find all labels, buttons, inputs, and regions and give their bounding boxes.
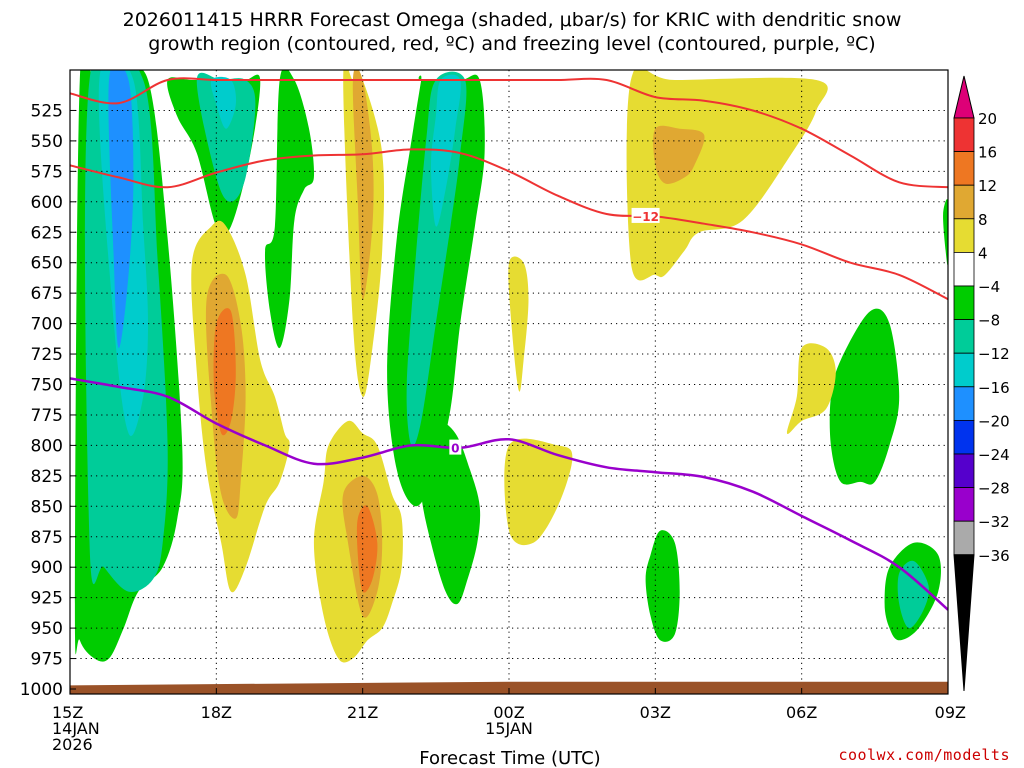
colorbar-bin-0 bbox=[953, 117, 975, 152]
omega-region-22 bbox=[213, 308, 236, 436]
x-tick-label-15-0: 06Z bbox=[786, 703, 817, 722]
colorbar-bin-6 bbox=[953, 319, 975, 354]
omega-region-16 bbox=[645, 530, 680, 642]
colorbar-under-triangle bbox=[953, 554, 975, 692]
colorbar-label-2: 12 bbox=[978, 177, 997, 195]
colorbar: 20 16 12 8 4 −4 −8 −12 −16 −20 −24 −28 −32 −36 bbox=[953, 75, 1010, 692]
omega-region-28 bbox=[508, 256, 529, 392]
freezing-level-label: 0 bbox=[451, 442, 459, 456]
colorbar-bin-11 bbox=[953, 487, 975, 522]
colorbar-label-12: −32 bbox=[978, 513, 1010, 531]
colorbar-over-triangle bbox=[953, 75, 975, 119]
colorbar-label-11: −28 bbox=[978, 480, 1010, 498]
y-tick-label-875: 875 bbox=[31, 528, 63, 548]
colorbar-bin-4 bbox=[953, 251, 975, 287]
colorbar-bin-10 bbox=[953, 453, 975, 488]
y-tick-label-550: 550 bbox=[31, 132, 63, 152]
omega-region-30 bbox=[786, 343, 836, 435]
omega-region-11 bbox=[419, 420, 481, 605]
omega-region-19 bbox=[653, 125, 705, 184]
y-tick-label-750: 750 bbox=[31, 376, 63, 396]
omega-region-29 bbox=[504, 438, 573, 546]
colorbar-bin-12 bbox=[953, 520, 975, 556]
colorbar-bin-9 bbox=[953, 419, 975, 455]
y-tick-label-600: 600 bbox=[31, 193, 63, 213]
colorbar-bin-5 bbox=[953, 285, 975, 320]
colorbar-label-9: −20 bbox=[978, 412, 1010, 430]
colorbar-bin-7 bbox=[953, 352, 975, 388]
y-tick-label-825: 825 bbox=[31, 467, 63, 487]
dgz-contour-1 bbox=[70, 148, 948, 301]
x-tick-label-0-0: 15Z bbox=[52, 703, 83, 722]
colorbar-label-4: 4 bbox=[978, 244, 988, 262]
y-tick-label-575: 575 bbox=[31, 162, 63, 182]
omega-region-9 bbox=[406, 71, 467, 447]
omega-region-12 bbox=[829, 308, 900, 485]
freezing-label-bg bbox=[449, 439, 462, 455]
y-tick-label-1000: 1000 bbox=[20, 680, 63, 700]
y-tick-label-925: 925 bbox=[31, 589, 63, 609]
x-tick-label-0-2: 2026 bbox=[52, 735, 93, 754]
colorbar-label-7: −12 bbox=[978, 345, 1010, 363]
colorbar-label-0: 20 bbox=[978, 110, 997, 128]
freezing-level-contour bbox=[70, 377, 948, 611]
y-tick-label-700: 700 bbox=[31, 315, 63, 335]
y-tick-label-800: 800 bbox=[31, 436, 63, 456]
x-tick-label-3-0: 18Z bbox=[201, 703, 232, 722]
dgz-label: −12 bbox=[632, 210, 659, 224]
omega-region-17 bbox=[943, 199, 948, 266]
omega-region-5 bbox=[196, 72, 256, 202]
colorbar-bin-2 bbox=[953, 184, 975, 220]
credit-text: coolwx.com/modelts bbox=[838, 746, 1010, 764]
omega-region-6 bbox=[210, 76, 237, 129]
y-tick-label-650: 650 bbox=[31, 254, 63, 274]
y-tick-label-900: 900 bbox=[31, 558, 63, 578]
colorbar-bin-1 bbox=[953, 151, 975, 186]
y-tick-label-725: 725 bbox=[31, 345, 63, 365]
omega-region-18 bbox=[626, 70, 828, 281]
omega-region-24 bbox=[352, 70, 374, 300]
terrain-fill bbox=[70, 681, 948, 694]
x-tick-label-9-1: 15JAN bbox=[485, 719, 533, 738]
omega-region-3 bbox=[108, 70, 134, 349]
omega-region-27 bbox=[356, 505, 378, 593]
colorbar-label-6: −8 bbox=[978, 312, 1000, 330]
omega-shading bbox=[74, 70, 948, 663]
chart-title-line-2: growth region (contoured, red, ºC) and f… bbox=[148, 33, 876, 55]
y-tick-label-850: 850 bbox=[31, 497, 63, 517]
x-tick-label-18-0: 09Z bbox=[935, 703, 966, 722]
colorbar-label-10: −24 bbox=[978, 446, 1010, 464]
y-tick-label-975: 975 bbox=[31, 650, 63, 670]
dgz-label-bg bbox=[631, 207, 660, 223]
chart-title-line-1: 2026011415 HRRR Forecast Omega (shaded, … bbox=[122, 9, 902, 31]
y-tick-label-775: 775 bbox=[31, 406, 63, 426]
x-tick-label-12-0: 03Z bbox=[640, 703, 671, 722]
y-tick-label-950: 950 bbox=[31, 619, 63, 639]
y-tick-label-525: 525 bbox=[31, 101, 63, 121]
contours: −12 0 bbox=[70, 77, 948, 611]
colorbar-label-13: −36 bbox=[978, 547, 1010, 565]
terrain-surface bbox=[70, 681, 948, 694]
x-tick-label-9-0: 00Z bbox=[493, 703, 524, 722]
x-axis-label: Forecast Time (UTC) bbox=[419, 748, 600, 768]
omega-region-7 bbox=[264, 70, 315, 349]
colorbar-bin-8 bbox=[953, 386, 975, 421]
colorbar-bin-3 bbox=[953, 218, 975, 253]
grid bbox=[70, 70, 948, 694]
omega-region-14 bbox=[897, 560, 929, 629]
colorbar-label-1: 16 bbox=[978, 144, 997, 162]
x-tick-label-6-0: 21Z bbox=[347, 703, 378, 722]
colorbar-label-3: 8 bbox=[978, 211, 988, 229]
y-axis: 1000 975 950 925 900 875 850 825 800 775 750 725 700… bbox=[20, 101, 76, 700]
colorbar-label-8: −16 bbox=[978, 379, 1010, 397]
x-tick-label-0-1: 14JAN bbox=[52, 719, 100, 738]
y-tick-label-625: 625 bbox=[31, 223, 63, 243]
colorbar-label-5: −4 bbox=[978, 278, 1000, 296]
dgz-contour-0 bbox=[70, 77, 948, 189]
y-tick-label-675: 675 bbox=[31, 284, 63, 304]
